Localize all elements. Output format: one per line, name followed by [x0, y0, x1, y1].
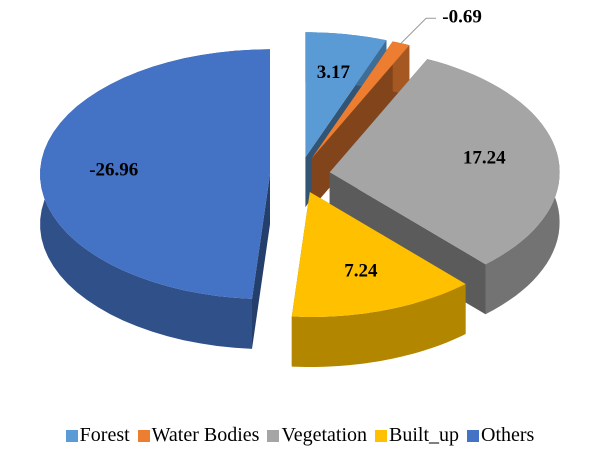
legend-swatch	[267, 429, 280, 442]
legend-swatch	[467, 429, 480, 442]
data-label: -0.69	[442, 7, 482, 28]
data-label: 17.24	[463, 148, 506, 169]
pie-area: 3.17 -0.69 17.24 7.24 -26.96	[40, 7, 560, 367]
slice	[329, 59, 560, 265]
slice	[291, 192, 466, 317]
legend-label: Built_up	[389, 424, 460, 446]
leader-line	[400, 17, 437, 44]
slice-group	[291, 192, 466, 367]
legend-swatch	[65, 429, 78, 442]
slice-side	[252, 174, 270, 349]
data-label: -26.96	[89, 159, 138, 180]
slice	[311, 41, 410, 159]
legend-label: Forest	[79, 424, 130, 446]
legend-item: Vegetation	[267, 424, 367, 447]
slice	[305, 32, 387, 158]
slice	[40, 49, 271, 299]
slice-group	[329, 59, 560, 315]
slice-group	[40, 49, 271, 349]
legend: Forest Water Bodies Vegetation Built_up Othe…	[0, 424, 600, 447]
legend-swatch	[375, 429, 387, 442]
legend-label: Vegetation	[281, 424, 367, 446]
legend-item: Others	[467, 424, 534, 447]
legend-label: Water Bodies	[151, 424, 260, 446]
legend-item: Built_up	[375, 424, 459, 447]
legend-swatch	[137, 429, 150, 442]
data-label: 7.24	[344, 261, 378, 282]
legend-item: Water Bodies	[137, 424, 260, 447]
legend-item: Forest	[65, 424, 130, 447]
legend-label: Others	[481, 424, 535, 446]
slice-side	[291, 284, 466, 367]
data-label: 3.17	[317, 62, 351, 83]
